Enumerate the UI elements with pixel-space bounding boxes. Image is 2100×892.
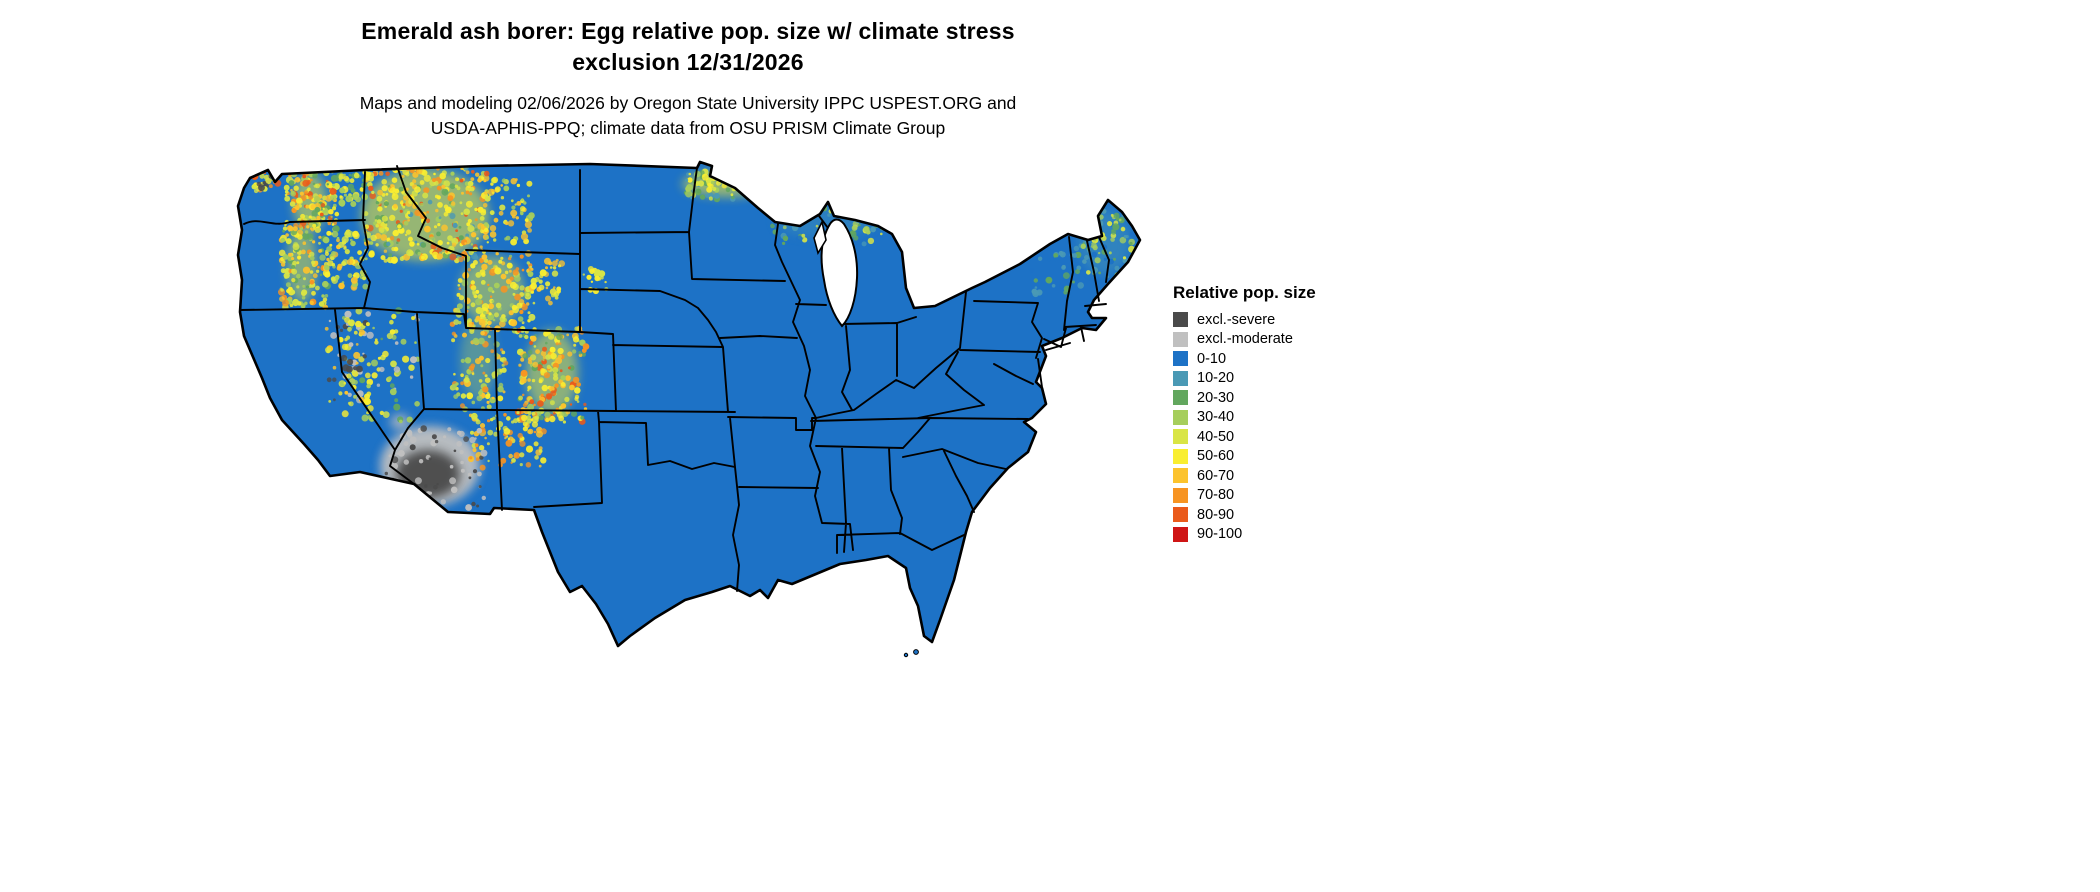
legend-title: Relative pop. size	[1173, 283, 1316, 302]
legend-swatch	[1173, 331, 1188, 347]
legend-swatch	[1173, 526, 1188, 542]
legend-swatch	[1173, 507, 1188, 523]
legend-swatch	[1173, 351, 1188, 367]
florida-keys-islet	[903, 652, 909, 658]
legend-item: 80-90	[1173, 507, 1316, 523]
lake-michigan	[820, 218, 859, 328]
legend-items: excl.-severe excl.-moderate 0-10 10-20 20-30…	[1173, 312, 1316, 542]
legend-label: excl.-severe	[1197, 311, 1276, 328]
us-choropleth-map	[236, 160, 1142, 658]
legend-label: 90-100	[1197, 526, 1243, 543]
legend-swatch	[1173, 312, 1188, 328]
green-bay	[813, 219, 827, 256]
legend-item: 0-10	[1173, 351, 1316, 367]
legend-swatch	[1173, 370, 1188, 386]
legend-swatch	[1173, 487, 1188, 503]
legend: Relative pop. size excl.-severe excl.-mod…	[1173, 283, 1316, 546]
legend-item: 90-100	[1173, 526, 1316, 543]
legend-label: 20-30	[1197, 389, 1235, 406]
legend-item: 30-40	[1173, 409, 1316, 426]
legend-swatch	[1173, 390, 1188, 406]
legend-item: 20-30	[1173, 390, 1316, 406]
legend-label: 70-80	[1197, 487, 1235, 504]
legend-label: 30-40	[1197, 409, 1235, 426]
legend-item: excl.-severe	[1173, 312, 1316, 328]
state-borders	[239, 165, 1110, 592]
legend-item: excl.-moderate	[1173, 331, 1316, 348]
legend-swatch	[1173, 429, 1188, 445]
us-outline	[236, 160, 1142, 648]
legend-item: 70-80	[1173, 487, 1316, 504]
legend-item: 60-70	[1173, 468, 1316, 484]
legend-item: 50-60	[1173, 448, 1316, 465]
map-subtitle-line1: Maps and modeling 02/06/2026 by Oregon S…	[359, 93, 1017, 113]
legend-swatch	[1173, 448, 1188, 464]
legend-label: 10-20	[1197, 370, 1235, 387]
map-subtitle: Maps and modeling 02/06/2026 by Oregon S…	[0, 91, 1376, 141]
map-title: Emerald ash borer: Egg relative pop. siz…	[0, 16, 1376, 78]
legend-label: 50-60	[1197, 448, 1235, 465]
map-title-line1: Emerald ash borer: Egg relative pop. siz…	[361, 18, 1015, 44]
map-title-line2: exclusion 12/31/2026	[572, 49, 804, 75]
legend-swatch	[1173, 409, 1188, 425]
florida-keys-islet	[913, 649, 919, 655]
legend-label: 60-70	[1197, 467, 1235, 484]
legend-label: excl.-moderate	[1197, 331, 1293, 348]
legend-swatch	[1173, 468, 1188, 484]
legend-label: 0-10	[1197, 350, 1227, 367]
header: Emerald ash borer: Egg relative pop. siz…	[0, 16, 1376, 141]
legend-label: 40-50	[1197, 428, 1235, 445]
legend-item: 40-50	[1173, 429, 1316, 445]
legend-label: 80-90	[1197, 506, 1235, 523]
legend-item: 10-20	[1173, 370, 1316, 387]
map-area	[230, 160, 1160, 665]
map-subtitle-line2: USDA-APHIS-PPQ; climate data from OSU PR…	[430, 118, 946, 138]
